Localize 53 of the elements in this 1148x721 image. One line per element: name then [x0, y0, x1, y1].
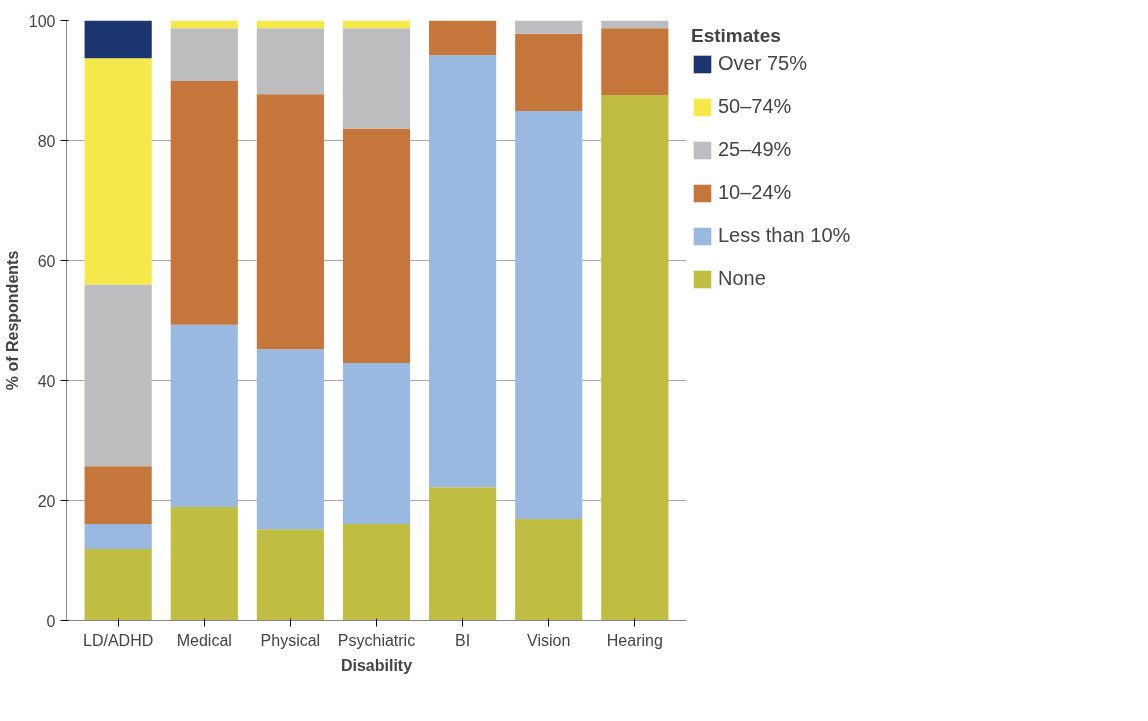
x-tick-label: Vision [527, 631, 571, 649]
bar [170, 81, 238, 325]
legend-label: Less than 10% [718, 224, 851, 247]
bar [84, 284, 152, 467]
x-tick-label: Medical [176, 631, 232, 649]
bar [170, 28, 238, 82]
legend-label: 50–74% [718, 95, 792, 118]
bar [601, 94, 669, 621]
y-axis-title: % of Respondents [3, 250, 21, 391]
bar [170, 20, 238, 29]
bar [601, 28, 669, 95]
bar [601, 20, 669, 29]
bar [84, 523, 152, 550]
legend-title: Estimates [691, 25, 782, 47]
bar [256, 94, 324, 350]
x-tick-label: LD/ADHD [83, 631, 154, 649]
y-tick-label: 100 [28, 12, 56, 30]
y-tick-label: 20 [37, 492, 56, 510]
bar [342, 523, 411, 621]
bar [342, 28, 411, 129]
x-tick-label: Physical [260, 631, 321, 649]
legend-label: None [718, 267, 766, 290]
y-tick-label: 60 [37, 252, 56, 270]
bar [84, 466, 152, 524]
x-tick-label: Hearing [606, 631, 663, 649]
bar [515, 519, 583, 621]
bar [170, 507, 238, 621]
y-tick-label: 80 [37, 132, 56, 150]
legend-label: Over 75% [718, 52, 807, 75]
y-tick-label: 40 [37, 372, 56, 390]
bar [429, 20, 497, 56]
bar [515, 111, 583, 520]
legend-label: 10–24% [718, 181, 792, 204]
y-tick-label: 0 [46, 612, 56, 630]
x-axis-title: Disability [340, 656, 413, 674]
bar [256, 529, 324, 621]
bar [256, 349, 324, 530]
bar [342, 363, 411, 524]
bar [84, 58, 152, 285]
bar [515, 33, 583, 112]
bar [170, 324, 238, 508]
x-tick-label: Psychiatric [337, 631, 416, 649]
x-tick-label: BI [455, 631, 471, 649]
bar [429, 55, 497, 488]
bar [256, 28, 324, 95]
bar [342, 20, 411, 29]
bar [342, 128, 411, 364]
bar [429, 487, 497, 621]
bar [84, 20, 152, 59]
bar [256, 20, 324, 29]
bar [84, 549, 152, 621]
legend-label: 25–49% [718, 138, 792, 161]
bar [515, 20, 583, 34]
